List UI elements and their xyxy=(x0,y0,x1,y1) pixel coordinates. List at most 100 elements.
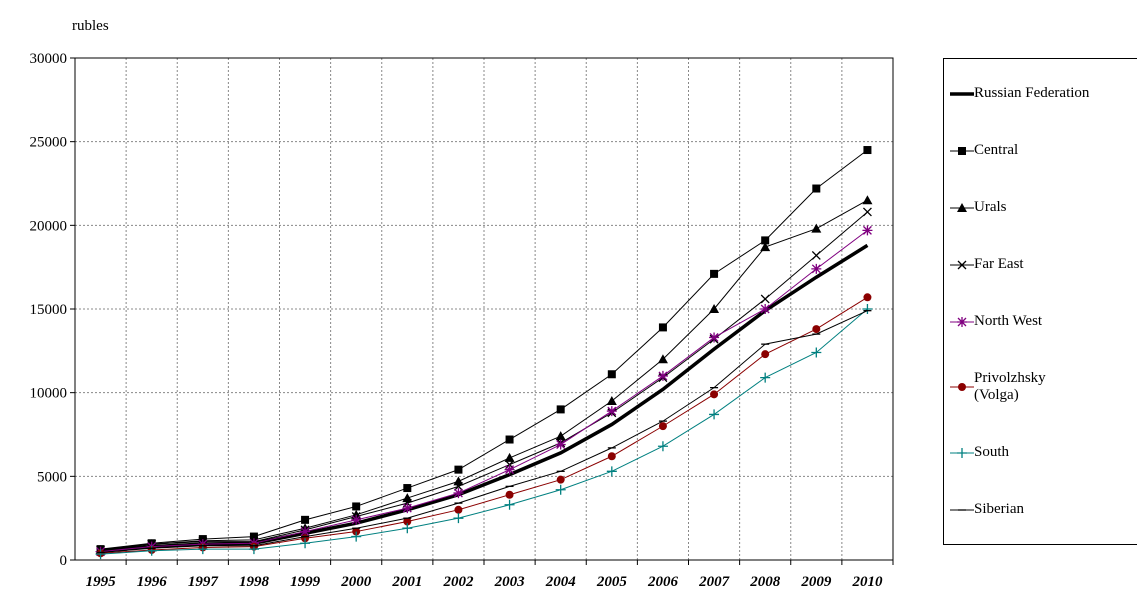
x-tick-label: 2009 xyxy=(800,574,832,590)
marker xyxy=(710,390,719,399)
legend-item: North West xyxy=(944,313,1137,330)
chart: rubles 0 5000 10000 15000 20000 25000 30000 199… xyxy=(30,18,894,590)
legend-label: Siberian xyxy=(974,501,1024,517)
y-tick-label: 30000 xyxy=(30,51,68,67)
marker xyxy=(958,383,966,391)
x-tick-label: 1995 xyxy=(86,574,117,590)
marker xyxy=(862,195,873,205)
marker xyxy=(760,242,771,252)
marker xyxy=(95,549,106,560)
marker xyxy=(957,260,967,269)
marker xyxy=(453,513,464,524)
series-line xyxy=(100,149,868,550)
series-line xyxy=(100,308,868,555)
marker xyxy=(811,223,822,233)
series-line xyxy=(100,199,868,551)
legend-swatch xyxy=(950,508,974,511)
legend-item: South xyxy=(944,444,1137,461)
marker xyxy=(555,484,566,495)
marker xyxy=(957,447,967,458)
marker xyxy=(760,372,771,383)
marker xyxy=(606,396,617,406)
marker xyxy=(352,502,361,511)
marker xyxy=(709,332,720,343)
y-tick-label: 15000 xyxy=(30,302,68,318)
legend-swatch xyxy=(950,146,974,155)
marker xyxy=(658,422,667,431)
marker xyxy=(657,354,668,364)
marker xyxy=(504,452,515,462)
x-tick-label: 1996 xyxy=(137,574,168,590)
legend-label: South xyxy=(974,444,1010,460)
x-tick-label: 2000 xyxy=(340,574,372,590)
marker xyxy=(862,207,872,217)
marker xyxy=(957,202,967,212)
marker xyxy=(811,263,822,274)
y-axis-label: rubles xyxy=(72,18,109,34)
marker xyxy=(555,439,566,450)
marker xyxy=(863,146,872,155)
marker xyxy=(351,531,362,542)
marker xyxy=(504,499,515,510)
marker xyxy=(761,350,770,359)
series-line xyxy=(100,296,868,554)
marker xyxy=(402,523,413,534)
marker xyxy=(402,493,413,503)
marker xyxy=(403,484,412,493)
legend-item: Siberian xyxy=(944,501,1137,518)
marker xyxy=(300,538,311,549)
marker xyxy=(957,316,967,327)
y-tick-label: 5000 xyxy=(37,469,67,485)
marker xyxy=(862,304,873,314)
marker xyxy=(453,476,464,486)
legend-item: Russian Federation xyxy=(944,85,1137,102)
marker xyxy=(760,294,770,304)
marker xyxy=(300,526,311,537)
marker xyxy=(403,517,412,526)
marker xyxy=(761,236,770,245)
marker xyxy=(607,452,616,461)
marker xyxy=(863,293,872,302)
legend-swatch xyxy=(950,260,974,269)
legend-label: Privolzhsky (Volga) xyxy=(974,370,1046,403)
y-tick-label: 25000 xyxy=(30,135,68,151)
marker xyxy=(454,505,463,514)
marker xyxy=(658,323,667,332)
marker xyxy=(811,250,821,260)
marker xyxy=(454,465,463,474)
x-tick-label: 2006 xyxy=(647,574,679,590)
marker xyxy=(710,269,719,278)
legend-swatch xyxy=(950,383,974,391)
marker xyxy=(555,431,566,441)
y-tick-label: 10000 xyxy=(30,386,68,402)
marker xyxy=(657,370,668,381)
legend: Russian Federation Central Urals Far East No… xyxy=(943,58,1137,545)
legend-label: Russian Federation xyxy=(974,85,1090,101)
series-line xyxy=(100,211,868,551)
legend-swatch xyxy=(950,202,974,212)
marker xyxy=(606,466,617,477)
marker xyxy=(556,405,565,414)
legend-label: North West xyxy=(974,313,1043,329)
marker xyxy=(146,545,157,556)
marker xyxy=(351,514,362,525)
legend-label: Central xyxy=(974,142,1019,158)
x-tick-label: 2001 xyxy=(391,574,422,590)
marker xyxy=(862,225,873,236)
marker xyxy=(709,409,720,420)
marker xyxy=(812,325,821,334)
y-tick-label: 0 xyxy=(60,553,68,569)
x-tick-label: 2003 xyxy=(494,574,526,590)
marker xyxy=(453,481,463,491)
marker xyxy=(811,347,822,358)
x-tick-label: 2002 xyxy=(442,574,474,590)
marker xyxy=(958,146,966,155)
marker xyxy=(556,475,565,484)
marker xyxy=(760,304,771,314)
legend-item: Privolzhsky (Volga) xyxy=(944,370,1137,404)
marker xyxy=(505,435,514,444)
x-tick-label: 2010 xyxy=(851,574,883,590)
x-tick-label: 2008 xyxy=(749,574,781,590)
marker xyxy=(657,441,668,452)
